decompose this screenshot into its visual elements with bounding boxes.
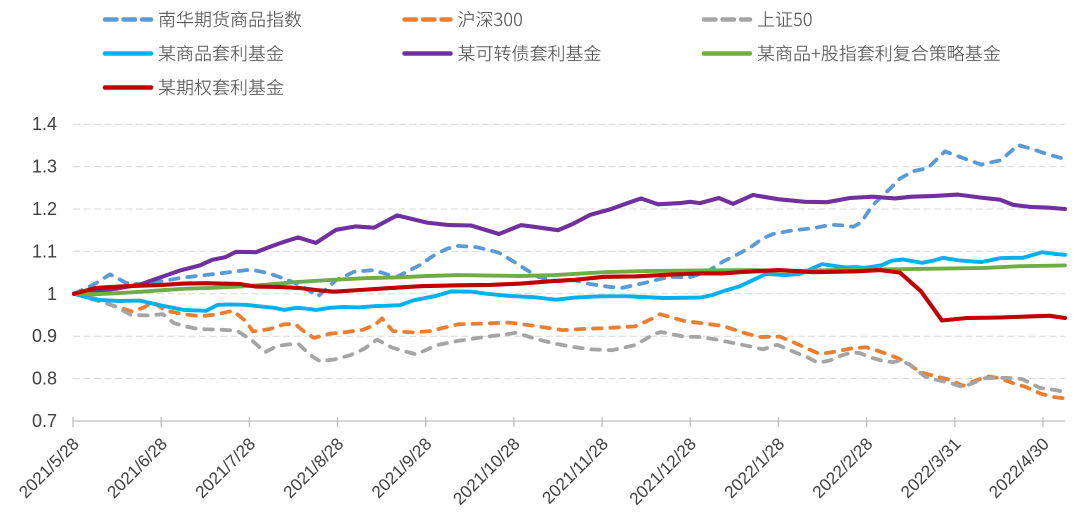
svg-text:0.8: 0.8: [32, 369, 57, 389]
svg-text:0.9: 0.9: [32, 326, 57, 346]
svg-text:1.1: 1.1: [32, 241, 57, 261]
svg-text:0.7: 0.7: [32, 411, 57, 431]
svg-text:1.3: 1.3: [32, 157, 57, 177]
svg-text:1: 1: [47, 284, 57, 304]
svg-text:1.4: 1.4: [32, 114, 57, 134]
svg-text:1.2: 1.2: [32, 199, 57, 219]
